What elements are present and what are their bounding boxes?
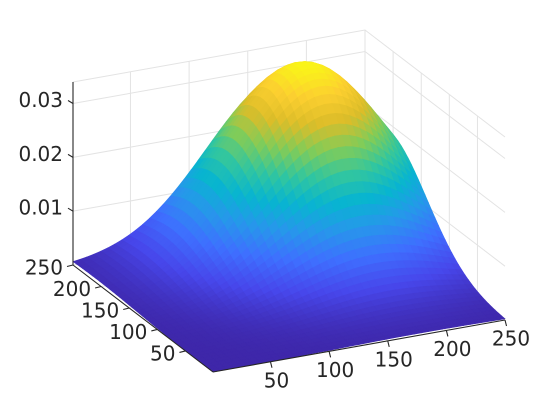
z-tick: [67, 153, 74, 158]
z-tick-label: 0.01: [18, 196, 63, 220]
x-tick-label: 200: [433, 337, 471, 361]
chart-axes: [66, 82, 508, 373]
y-tick: [151, 328, 158, 332]
y-tick-label: 150: [81, 298, 119, 322]
x-tick: [445, 330, 449, 337]
y-axis-line: [72, 264, 214, 373]
grid-line-z: [72, 50, 506, 159]
x-tick-label: 50: [264, 368, 289, 392]
grid-line-z: [72, 29, 506, 138]
x-tick: [504, 319, 508, 327]
x-axis-line: [212, 319, 506, 373]
z-tick: [67, 100, 74, 105]
y-tick: [123, 307, 130, 311]
x-tick-label: 250: [492, 327, 530, 351]
x-tick-label: 150: [375, 347, 413, 371]
y-tick: [179, 350, 186, 353]
x-tick: [328, 351, 332, 358]
y-tick-label: 200: [53, 277, 91, 301]
z-tick-label: 0.03: [18, 88, 63, 112]
x-tick: [269, 361, 273, 368]
x-tick: [387, 340, 390, 348]
surface-plot: [72, 61, 506, 373]
y-tick-label: 100: [109, 320, 147, 344]
x-tick-label: 100: [316, 358, 354, 382]
z-tick-label: 0.02: [18, 142, 63, 166]
y-tick: [66, 264, 74, 268]
y-tick: [94, 285, 102, 289]
y-tick-label: 50: [150, 341, 175, 365]
z-tick: [67, 207, 74, 212]
y-tick-label: 250: [25, 256, 63, 280]
